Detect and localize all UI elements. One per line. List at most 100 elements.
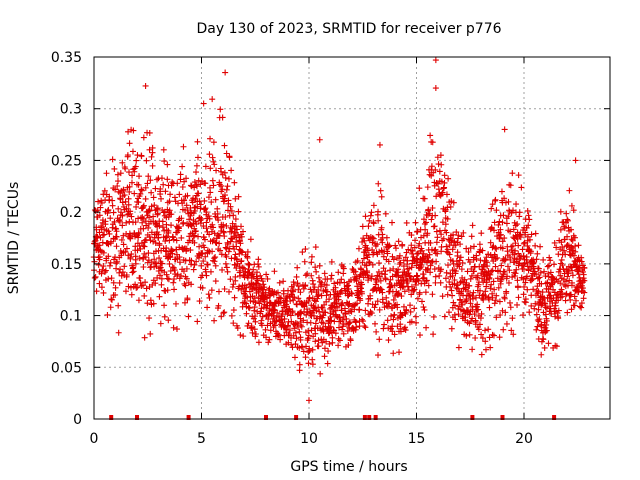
data-point [210,158,217,165]
data-point [213,167,220,174]
data-point [302,282,309,289]
data-point [547,269,554,276]
data-point [545,262,552,269]
data-point [474,272,481,279]
data-point [312,330,319,337]
data-point [436,272,443,279]
data-point [366,217,373,224]
data-point [490,332,497,339]
data-point [171,267,178,274]
data-point [305,349,312,356]
data-point [411,305,418,312]
data-point [320,328,327,335]
data-point [327,323,334,330]
data-point [222,260,229,267]
data-point [422,289,429,296]
data-point [266,285,273,292]
data-point [366,259,373,266]
data-point [263,271,270,278]
data-point [580,295,587,302]
data-point [546,254,553,261]
data-point [331,280,338,287]
data-point [214,210,221,217]
data-point [252,313,259,320]
data-point [432,273,439,280]
data-point [145,224,152,231]
data-point [317,370,324,377]
data-point [514,277,521,284]
data-point [147,297,154,304]
data-point [427,240,434,247]
data-point [212,196,219,203]
data-point [501,257,508,264]
data-point [122,198,129,205]
zero-value-point [470,415,475,420]
data-point [554,292,561,299]
data-point [211,258,218,265]
data-point [340,265,347,272]
data-point [300,285,307,292]
data-point [154,274,161,281]
data-point [443,269,450,276]
data-point [536,316,543,323]
data-point [174,180,181,187]
data-point [191,179,198,186]
data-point [198,250,205,257]
data-point [553,343,560,350]
data-point [202,268,209,275]
data-point [522,279,529,286]
data-point [525,222,532,229]
data-point [216,181,223,188]
data-point [505,279,512,286]
data-point [210,139,217,146]
data-point [429,204,436,211]
data-point [276,279,283,286]
data-point [290,281,297,288]
data-point [555,315,562,322]
data-point [463,297,470,304]
data-point [329,339,336,346]
data-point [433,239,440,246]
data-point [318,283,325,290]
data-point [159,218,166,225]
data-point [202,205,209,212]
data-point [113,260,120,267]
data-point [533,311,540,318]
data-point [203,219,210,226]
data-point [478,310,485,317]
data-point [141,243,148,250]
data-point [148,189,155,196]
data-point [149,144,156,151]
data-point [209,221,216,228]
data-point [400,263,407,270]
data-point [101,231,108,238]
data-point [304,270,311,277]
data-point [159,260,166,267]
data-point [316,136,323,143]
data-point [423,324,430,331]
data-point [155,234,162,241]
data-point [290,297,297,304]
data-point [445,309,452,316]
data-point [227,203,234,210]
data-point [140,242,147,249]
data-point [538,351,545,358]
data-point [179,183,186,190]
data-point [494,254,501,261]
data-point [141,250,148,257]
data-point [91,274,98,281]
data-point [349,324,356,331]
data-point [557,208,564,215]
data-point [570,207,577,214]
data-point [431,223,438,230]
data-point [251,304,258,311]
data-point [156,222,163,229]
data-point [292,329,299,336]
data-point [133,157,140,164]
data-point [397,259,404,266]
data-point [569,272,576,279]
data-point [495,221,502,228]
data-point [164,275,171,282]
data-point [217,106,224,113]
data-point [571,302,578,309]
